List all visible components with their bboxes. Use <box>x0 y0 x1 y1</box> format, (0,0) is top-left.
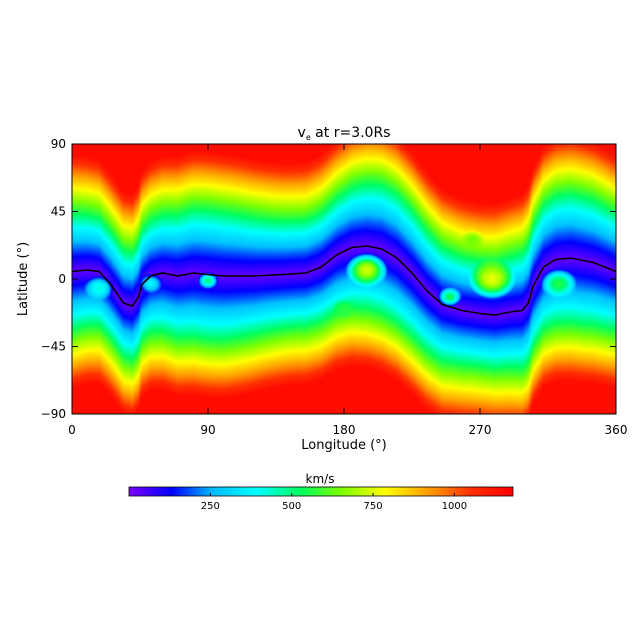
x-tick-label: 90 <box>200 423 215 437</box>
y-tick-label: 45 <box>51 205 66 219</box>
colorbar-ticks: 250 500 750 1000 <box>201 493 467 512</box>
y-tick-label: −45 <box>41 340 66 354</box>
heatmap-area <box>72 144 616 414</box>
x-axis-label: Longitude (°) <box>301 438 386 453</box>
colorbar <box>128 486 514 497</box>
x-tick-label: 360 <box>605 423 628 437</box>
neutral-line <box>71 245 617 316</box>
y-axis-label: Latitude (°) <box>16 242 31 316</box>
y-tick-label: 90 <box>51 137 66 151</box>
title-subscript: e <box>306 133 311 142</box>
y-tick-label: −90 <box>41 407 66 421</box>
colorbar-tick-label: 750 <box>364 501 383 512</box>
x-axis: 0 90 180 270 360 <box>68 144 627 437</box>
chart-title: ve at r=3.0Rs <box>298 125 391 142</box>
x-tick-label: 270 <box>469 423 492 437</box>
colorbar-tick-label: 500 <box>282 501 301 512</box>
title-suffix: at r=3.0Rs <box>311 125 391 141</box>
colorbar-label: km/s <box>306 472 335 486</box>
x-tick-label: 180 <box>333 423 356 437</box>
title-main: v <box>298 125 306 141</box>
heatmap-canvas <box>72 144 616 414</box>
x-tick-label: 0 <box>68 423 76 437</box>
y-tick-label: 0 <box>58 272 66 286</box>
colorbar-tick-label: 250 <box>201 501 220 512</box>
colorbar-tick-label: 1000 <box>442 501 467 512</box>
y-axis: 90 45 0 −45 −90 <box>41 137 616 421</box>
